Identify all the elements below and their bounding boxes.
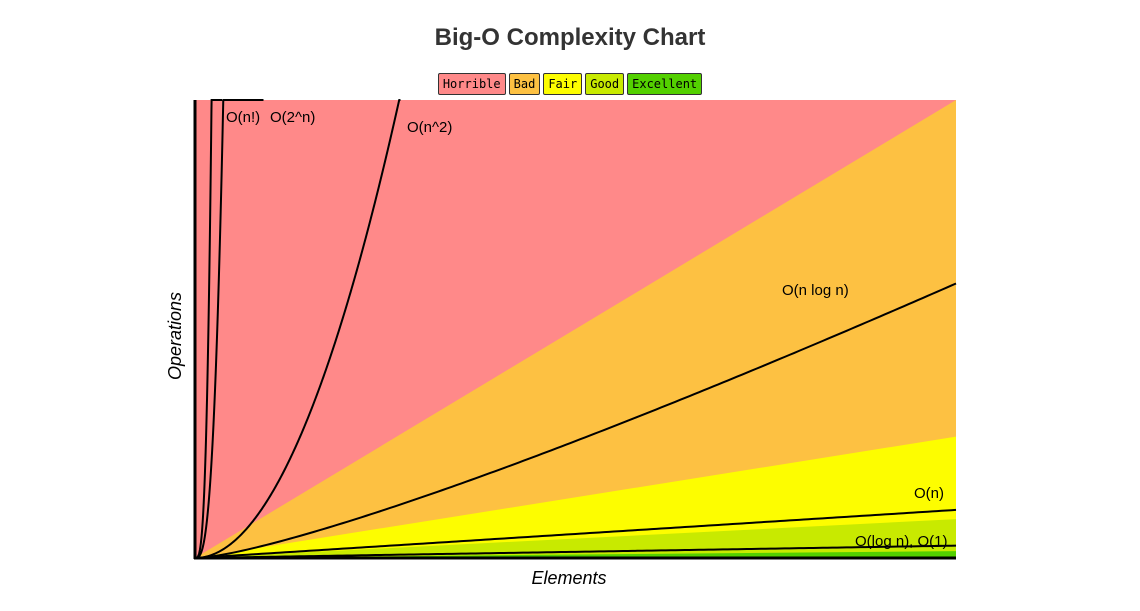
curve-quadratic [194, 99, 401, 559]
curve-label-exponential: O(2^n) [270, 109, 315, 126]
curve-labels: O(n!) O(2^n) O(n^2) O(n log n) O(n) O(lo… [226, 109, 948, 550]
curve-label-quadratic: O(n^2) [407, 119, 452, 136]
complexity-regions [195, 100, 956, 558]
region-excellent [195, 551, 956, 558]
curve-linearithmic [194, 282, 957, 559]
y-axis-label: Operations [165, 292, 185, 380]
curve-factorial [195, 99, 223, 559]
legend-item-good: Good [585, 73, 625, 95]
curve-label-factorial: O(n!) [226, 109, 260, 126]
legend-item-fair: Fair [543, 73, 583, 95]
chart-axes [193, 100, 956, 560]
legend: Horrible Bad Fair Good Excellent [0, 73, 1140, 95]
complexity-curves [194, 99, 957, 559]
chart-title: Big-O Complexity Chart [434, 24, 706, 51]
x-axis-label: Elements [531, 568, 606, 588]
curve-label-logarithmic-constant: O(log n), O(1) [855, 533, 948, 550]
curve-linear [194, 508, 957, 559]
region-fair [195, 436, 956, 558]
legend-item-bad: Bad [508, 73, 541, 95]
curve-logarithmic-constant [194, 544, 957, 559]
region-bad [195, 100, 956, 558]
curve-label-linearithmic: O(n log n) [782, 282, 849, 299]
curve-label-linear: O(n) [914, 485, 944, 502]
legend-item-horrible: Horrible [437, 73, 506, 95]
curve-exponential [195, 99, 264, 559]
legend-item-excellent: Excellent [627, 73, 703, 95]
